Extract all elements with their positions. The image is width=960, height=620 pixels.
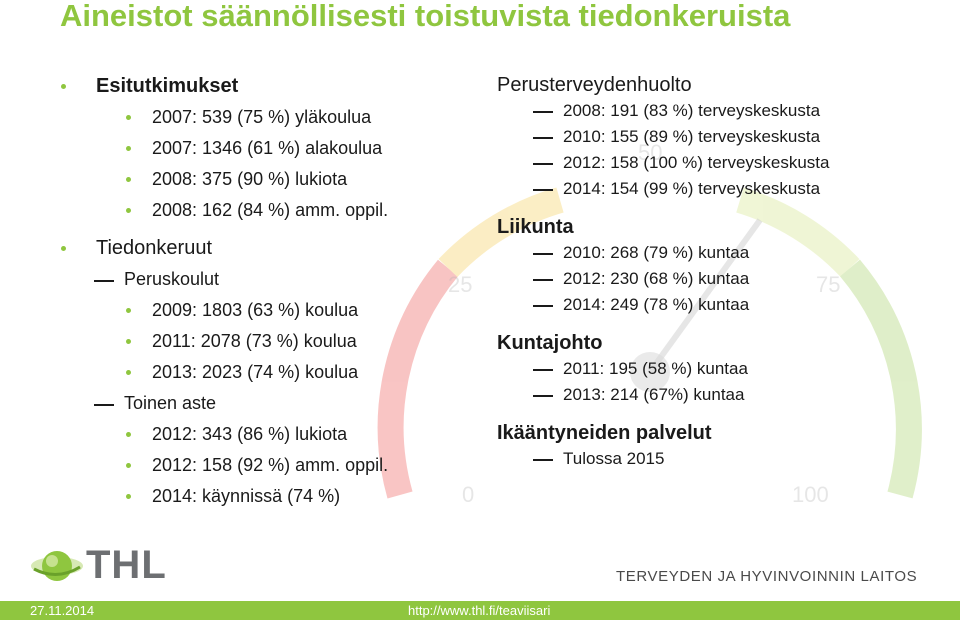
list-item: 2014: 249 (78 %) kuntaa (497, 292, 937, 318)
heading-perusterveydenhuolto: Perusterveydenhuolto (497, 74, 692, 96)
list-item: 2011: 2078 (73 %) koulua (58, 326, 478, 357)
bullet-icon (126, 146, 131, 151)
bullet-icon (126, 494, 131, 499)
list-item: 2009: 1803 (63 %) koulua (58, 295, 478, 326)
left-column: Esitutkimukset 2007: 539 (75 %) yläkoulu… (58, 70, 478, 512)
bullet-icon (126, 463, 131, 468)
bullet-icon (61, 84, 66, 89)
bullet-icon (126, 208, 131, 213)
dash-icon (533, 111, 553, 113)
subheading-peruskoulut: Peruskoulut (58, 264, 478, 295)
dash-icon (533, 279, 553, 281)
gauge-label-100: 100 (792, 482, 829, 507)
dash-icon (533, 459, 553, 461)
list-item: 2008: 375 (90 %) lukiota (58, 164, 478, 195)
heading-ikaantyneiden-palvelut: Ikääntyneiden palvelut (497, 422, 712, 444)
bullet-icon (126, 339, 131, 344)
heading-liikunta: Liikunta (497, 216, 574, 238)
list-item: 2012: 158 (100 %) terveyskeskusta (497, 150, 937, 176)
dash-icon (94, 280, 114, 282)
heading-kuntajohto: Kuntajohto (497, 332, 603, 354)
list-item: 2014: käynnissä (74 %) (58, 481, 478, 512)
bullet-icon (126, 115, 131, 120)
list-item: 2011: 195 (58 %) kuntaa (497, 356, 937, 382)
list-item: 2013: 2023 (74 %) koulua (58, 357, 478, 388)
right-column: Perusterveydenhuolto 2008: 191 (83 %) te… (497, 72, 937, 472)
bullet-icon (126, 370, 131, 375)
heading-tiedonkeruut: Tiedonkeruut (58, 232, 478, 264)
thl-globe-icon (31, 551, 83, 581)
dash-icon (533, 163, 553, 165)
thl-logo-text: THL (86, 543, 167, 587)
list-item: 2010: 268 (79 %) kuntaa (497, 240, 937, 266)
dash-icon (533, 395, 553, 397)
list-item: 2013: 214 (67%) kuntaa (497, 382, 937, 408)
bullet-icon (126, 177, 131, 182)
list-item: 2014: 154 (99 %) terveyskeskusta (497, 176, 937, 202)
heading-esitutkimukset: Esitutkimukset (58, 70, 478, 102)
list-item: 2012: 230 (68 %) kuntaa (497, 266, 937, 292)
list-item: Tulossa 2015 (497, 446, 937, 472)
dash-icon (533, 253, 553, 255)
footer-date: 27.11.2014 (30, 603, 95, 618)
list-item: 2008: 162 (84 %) amm. oppil. (58, 195, 478, 226)
dash-icon (94, 404, 114, 406)
bullet-icon (61, 246, 66, 251)
dash-icon (533, 189, 553, 191)
dash-icon (533, 137, 553, 139)
footer-url[interactable]: http://www.thl.fi/teaviisari (408, 603, 551, 618)
bullet-icon (126, 432, 131, 437)
list-item: 2012: 343 (86 %) lukiota (58, 419, 478, 450)
footer-bar: 27.11.2014 http://www.thl.fi/teaviisari (0, 601, 960, 620)
list-item: 2007: 1346 (61 %) alakoulua (58, 133, 478, 164)
list-item: 2012: 158 (92 %) amm. oppil. (58, 450, 478, 481)
gauge-label-50: 50 (638, 140, 662, 165)
list-item: 2008: 191 (83 %) terveyskeskusta (497, 98, 937, 124)
gauge-label-0: 0 (462, 482, 474, 507)
institute-name: TERVEYDEN JA HYVINVOINNIN LAITOS (616, 568, 918, 585)
list-item: 2010: 155 (89 %) terveyskeskusta (497, 124, 937, 150)
slide-title: Aineistot säännöllisesti toistuvista tie… (60, 0, 791, 33)
list-item: 2007: 539 (75 %) yläkoulua (58, 102, 478, 133)
dash-icon (533, 369, 553, 371)
subheading-toinen-aste: Toinen aste (58, 388, 478, 419)
gauge-label-75: 75 (816, 272, 840, 297)
gauge-label-25: 25 (448, 272, 472, 297)
dash-icon (533, 305, 553, 307)
bullet-icon (126, 308, 131, 313)
